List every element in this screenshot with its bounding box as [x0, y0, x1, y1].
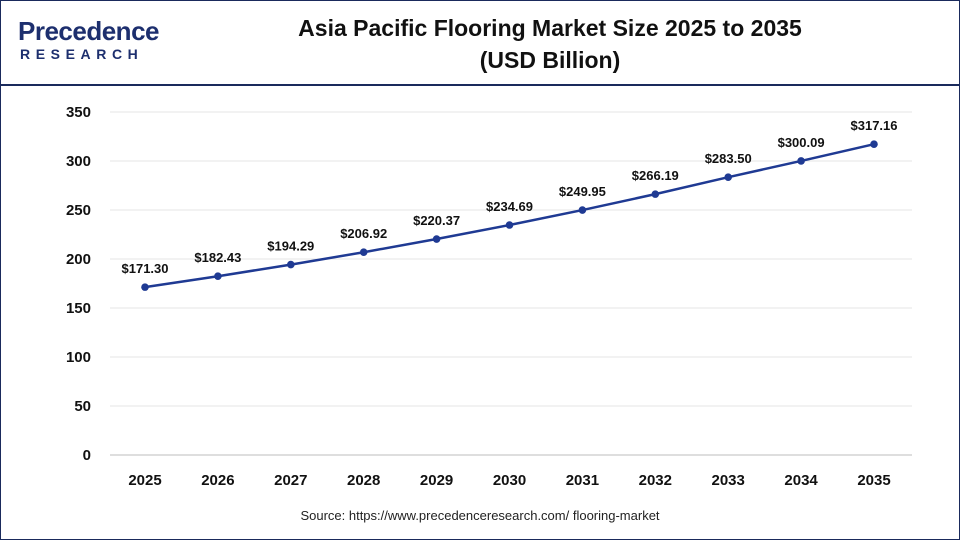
series-layer [141, 140, 878, 291]
data-point-2035 [870, 140, 878, 148]
y-tick-label: 350 [66, 104, 91, 121]
brand-subtitle: RESEARCH [20, 46, 144, 62]
data-label-2025: $171.30 [122, 261, 169, 276]
data-label-2032: $266.19 [632, 168, 679, 183]
data-label-2028: $206.92 [340, 226, 387, 241]
data-label-2029: $220.37 [413, 213, 460, 228]
data-point-2034 [797, 157, 805, 165]
data-point-2028 [359, 248, 368, 257]
data-point-2029 [432, 235, 441, 243]
x-tick-label: 2030 [493, 472, 526, 489]
x-tick-label: 2026 [201, 472, 234, 489]
chart-title-line-1: Asia Pacific Flooring Market Size 2025 t… [298, 15, 802, 41]
chart-title-line-2: (USD Billion) [479, 47, 621, 73]
y-tick-label: 150 [66, 300, 91, 317]
y-tick-label: 0 [83, 447, 91, 464]
data-label-2026: $182.43 [194, 250, 241, 265]
chart-title: Asia Pacific Flooring Market Size 2025 t… [180, 12, 920, 76]
x-axis: 2025 2026 2027 2028 2029 2030 2031 2032 2033 2034… [110, 454, 912, 489]
header: Precedence RESEARCH Asia Pacific Floorin… [0, 0, 960, 86]
series-line [144, 142, 875, 289]
grid-lines [110, 111, 912, 407]
data-point-2030 [505, 221, 514, 229]
x-tick-label: 2034 [784, 472, 818, 489]
source-note: Source: https://www.precedenceresearch.c… [300, 508, 660, 523]
data-label-2030: $234.69 [486, 199, 533, 214]
data-label-2027: $194.29 [267, 239, 314, 254]
data-point-2031 [578, 206, 587, 214]
x-tick-label: 2029 [420, 472, 453, 489]
brand-name: Precedence [18, 16, 159, 46]
y-tick-label: 200 [66, 251, 91, 268]
data-point-2025 [141, 283, 149, 291]
x-tick-label: 2032 [639, 472, 672, 489]
data-label-2031: $249.95 [559, 184, 606, 199]
x-tick-label: 2035 [857, 472, 890, 489]
data-label-2033: $283.50 [705, 151, 752, 166]
y-tick-label: 300 [66, 153, 91, 170]
data-label-2035: $317.16 [851, 118, 898, 133]
y-tick-label: 100 [66, 349, 91, 366]
data-point-2032 [651, 190, 660, 198]
x-tick-label: 2028 [347, 472, 380, 489]
y-axis: 0 50 100 150 200 250 300 350 [66, 104, 91, 464]
x-tick-label: 2033 [712, 472, 745, 489]
y-tick-label: 250 [66, 202, 91, 219]
data-point-2026 [214, 272, 222, 281]
x-tick-label: 2031 [566, 472, 599, 489]
x-tick-label: 2025 [128, 472, 161, 489]
data-point-2027 [287, 260, 295, 269]
y-tick-label: 50 [74, 398, 91, 415]
brand-logo: Precedence RESEARCH [18, 16, 168, 66]
data-label-2034: $300.09 [778, 135, 825, 150]
x-tick-label: 2027 [274, 472, 307, 489]
data-labels: $171.30 $182.43 $194.29 $206.92 $220.37 $234.… [122, 118, 898, 276]
data-point-2033 [724, 173, 732, 181]
